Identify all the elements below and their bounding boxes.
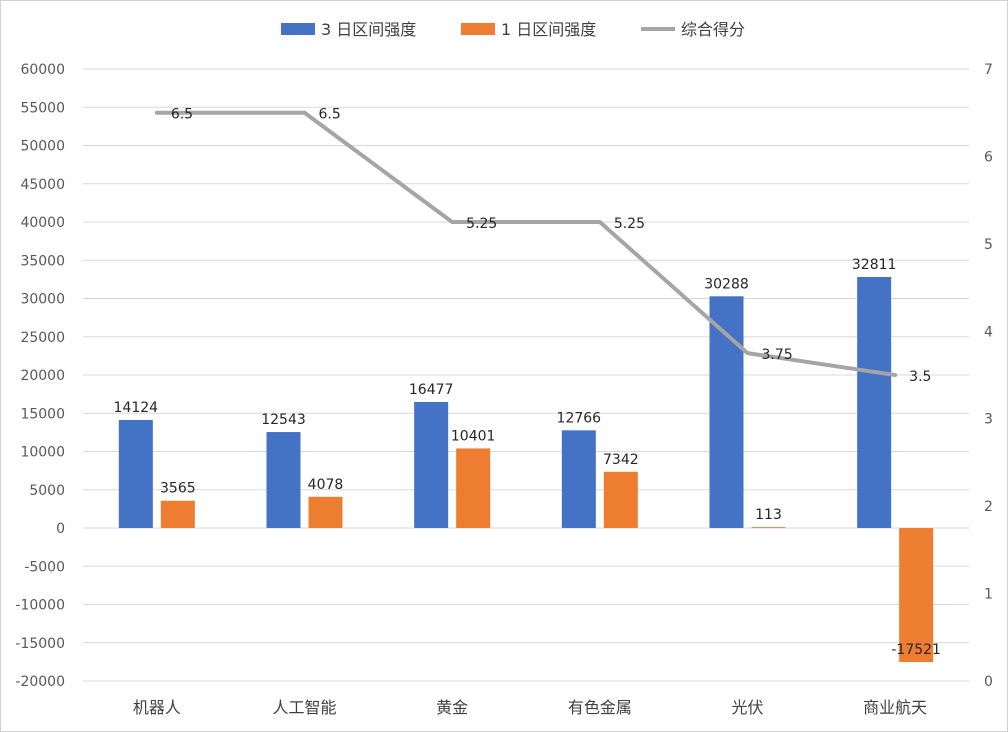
bar-one-day[interactable] xyxy=(308,496,343,528)
right-tick-label: 2 xyxy=(984,499,993,515)
bar-data-label: 14124 xyxy=(114,400,159,416)
bar-one-day[interactable] xyxy=(603,471,638,528)
bar-data-label: 12543 xyxy=(261,412,306,428)
score-data-label: 3.5 xyxy=(909,369,931,385)
bars xyxy=(118,276,934,663)
bar-data-label: 113 xyxy=(755,507,782,523)
score-data-label: 6.5 xyxy=(171,107,193,123)
bar-one-day[interactable] xyxy=(456,448,491,528)
left-tick-label: 30000 xyxy=(20,292,65,308)
bar-data-label: 3565 xyxy=(160,481,196,497)
right-axis: 0 1 2 3 4 5 6 7 xyxy=(984,62,993,690)
category-label: 商业航天 xyxy=(863,698,927,717)
right-tick-label: 1 xyxy=(984,587,993,603)
bar-three-day[interactable] xyxy=(266,432,301,528)
legend-label[interactable]: 综合得分 xyxy=(681,20,745,39)
bar-data-label: -17521 xyxy=(891,642,941,658)
left-tick-label: 40000 xyxy=(20,215,65,231)
category-label: 有色金属 xyxy=(568,698,632,717)
gridlines xyxy=(83,68,969,682)
left-tick-label: 50000 xyxy=(20,139,65,155)
left-tick-label: 35000 xyxy=(20,253,65,269)
left-axis: -20000 -15000 -10000 -5000 0 5000 10000 15000 20… xyxy=(15,62,65,690)
left-tick-label: -15000 xyxy=(15,636,65,652)
legend[interactable]: 3 日区间强度 1 日区间强度 综合得分 xyxy=(281,20,745,39)
left-tick-label: 15000 xyxy=(20,406,65,422)
bar-data-label: 12766 xyxy=(557,410,602,426)
left-tick-label: 0 xyxy=(56,521,65,537)
bar-three-day[interactable] xyxy=(561,430,596,528)
bar-one-day[interactable] xyxy=(751,527,786,528)
right-tick-label: 5 xyxy=(984,237,993,253)
bar-data-label: 32811 xyxy=(852,257,897,273)
bar-data-label: 10401 xyxy=(451,428,496,444)
score-line-path[interactable] xyxy=(154,110,898,377)
bar-data-label: 4078 xyxy=(308,477,344,493)
category-label: 光伏 xyxy=(731,698,763,717)
bar-three-day[interactable] xyxy=(414,401,449,528)
bar-three-day[interactable] xyxy=(118,419,153,528)
bar-data-label: 16477 xyxy=(409,382,454,398)
left-tick-label: 55000 xyxy=(20,100,65,116)
legend-label[interactable]: 3 日区间强度 xyxy=(321,20,416,39)
left-tick-label: 20000 xyxy=(20,368,65,384)
legend-label[interactable]: 1 日区间强度 xyxy=(501,20,596,39)
bar-data-label: 7342 xyxy=(603,452,639,468)
category-label: 黄金 xyxy=(436,698,468,717)
bar-one-day[interactable] xyxy=(899,528,934,663)
left-tick-label: -10000 xyxy=(15,598,65,614)
bar-data-label: 30288 xyxy=(704,276,749,292)
left-tick-label: -20000 xyxy=(15,674,65,690)
legend-swatch xyxy=(461,23,495,35)
right-tick-label: 6 xyxy=(984,149,993,165)
bar-three-day[interactable] xyxy=(857,276,892,528)
data-labels: 14124 3565 12543 4078 16477 10401 12766 7342 302… xyxy=(114,107,941,658)
bar-three-day[interactable] xyxy=(709,296,744,528)
score-data-label: 3.75 xyxy=(762,347,793,363)
score-line xyxy=(154,110,898,377)
score-data-label: 5.25 xyxy=(466,216,497,232)
left-tick-label: 25000 xyxy=(20,330,65,346)
right-tick-label: 0 xyxy=(984,674,993,690)
left-tick-label: 10000 xyxy=(20,445,65,461)
score-data-label: 5.25 xyxy=(614,216,645,232)
category-label: 机器人 xyxy=(133,698,181,717)
category-axis: 机器人 人工智能 黄金 有色金属 光伏 商业航天 xyxy=(133,698,927,717)
legend-swatch xyxy=(281,23,315,35)
left-tick-label: -5000 xyxy=(24,559,65,575)
left-tick-label: 5000 xyxy=(29,483,65,499)
right-tick-label: 7 xyxy=(984,62,993,78)
category-label: 人工智能 xyxy=(272,698,336,717)
bar-one-day[interactable] xyxy=(160,500,195,528)
left-tick-label: 45000 xyxy=(20,177,65,193)
right-tick-label: 3 xyxy=(984,412,993,428)
right-tick-label: 4 xyxy=(984,324,993,340)
left-tick-label: 60000 xyxy=(20,62,65,78)
score-data-label: 6.5 xyxy=(319,107,341,123)
